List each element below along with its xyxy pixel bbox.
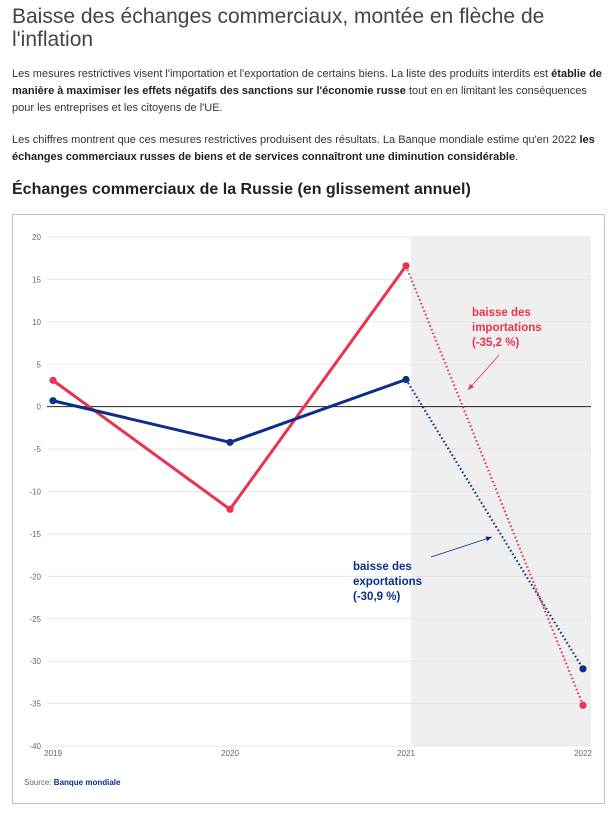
para1-text-1: Les mesures restrictives visent l'import… (12, 68, 552, 80)
para1-text-2: tout en en limitant les conséquences pou… (12, 85, 587, 114)
exports-annotation-text: baisse des (353, 561, 412, 573)
exports-annotation-text: exportations (353, 576, 422, 588)
source-label: Source: (24, 778, 54, 787)
imports-forecast-line (404, 265, 585, 706)
y-tick-label: -10 (29, 488, 41, 497)
exports-annotation-arrowhead (485, 536, 492, 542)
imports-point (402, 262, 410, 270)
y-tick-label: 20 (32, 233, 41, 242)
imports-annotation-text: importations (472, 322, 542, 334)
results-paragraph: Les chiffres montrent que ces mesures re… (12, 132, 602, 166)
imports-annotation-arrow (467, 354, 500, 391)
y-tick-label: -20 (29, 572, 41, 581)
para1-link[interactable]: établie de manière à maximiser les effet… (12, 68, 602, 97)
chart-source: Source: Banque mondiale (24, 778, 120, 787)
y-tick-label: -15 (29, 530, 41, 539)
y-tick-label: 15 (32, 275, 41, 284)
para2-text-1: Les chiffres montrent que ces mesures re… (12, 134, 580, 146)
imports-point (579, 701, 587, 709)
x-tick-label: 2022 (574, 749, 592, 758)
imports-point (226, 505, 234, 513)
x-tick-label: 2021 (397, 749, 415, 758)
exports-line (52, 378, 407, 444)
exports-forecast-line (405, 378, 584, 670)
exports-annotation-arrow (430, 536, 493, 558)
exports-point (579, 665, 587, 673)
imports-annotation-text: (-35,2 %) (472, 337, 519, 349)
para2-text-2: . (515, 151, 519, 163)
exports-point (226, 438, 234, 446)
imports-annotation-text: baisse des (472, 307, 531, 319)
y-tick-label: 10 (32, 318, 41, 327)
y-tick-label: -30 (29, 657, 41, 666)
x-tick-label: 2020 (221, 749, 239, 758)
exports-point (402, 375, 410, 384)
imports-line (52, 264, 408, 511)
chart-container: 20 15 10 5 0 -5 -10 -15 -20 -25 -30 -35 -40 2019 2020 2… (12, 214, 605, 804)
imports-point (49, 376, 57, 384)
imports-annotation-arrowhead (468, 383, 474, 390)
y-tick-label: 5 (37, 360, 42, 369)
y-tick-label: 0 (37, 403, 42, 412)
chart-title: Échanges commerciaux de la Russie (en gl… (12, 181, 471, 198)
y-tick-label: -35 (29, 700, 41, 709)
exports-point (49, 397, 57, 405)
y-tick-label: -40 (29, 742, 41, 751)
y-tick-label: -25 (29, 615, 41, 624)
intro-paragraph: Les mesures restrictives visent l'import… (12, 66, 602, 117)
source-link[interactable]: Banque mondiale (53, 778, 121, 787)
page-heading: Baisse des échanges commerciaux, montée … (12, 5, 545, 51)
exports-annotation-text: (-30,9 %) (353, 591, 400, 603)
x-tick-label: 2019 (44, 749, 62, 758)
y-tick-label: -5 (34, 445, 42, 454)
para2-emphasis: les échanges commerciaux russes de biens… (12, 134, 595, 163)
